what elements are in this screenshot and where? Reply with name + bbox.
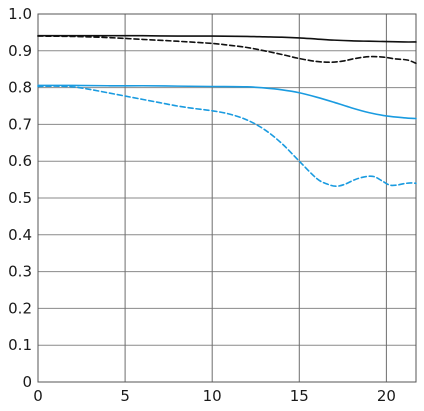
series [37,34,417,188]
y-axis-tick-labels: 0 0.1 0.2 0.3 0.4 0.5 0.6 0.7 0.8 0.9 1.0 [8,5,32,391]
y-tick-label: 0.3 [8,263,32,281]
y-tick-label: 0.2 [8,299,32,317]
y-tick-label: 0.1 [8,336,32,354]
x-tick-label: 0 [33,387,43,405]
y-tick-label: 0.8 [8,79,32,97]
series-line-1 [37,34,417,43]
y-tick-label: 0.7 [8,115,32,133]
y-tick-label: 0.4 [8,226,32,244]
y-tick-label: 0 [22,373,32,391]
y-tick-label: 0.6 [8,152,32,170]
series-line-4 [37,85,417,188]
series-line-3 [37,84,417,120]
x-tick-label: 20 [377,387,396,405]
y-tick-label: 0.5 [8,189,32,207]
plot-frame [37,13,417,383]
series-line-2 [37,35,417,65]
x-axis-tick-labels: 0 5 10 15 20 [33,387,396,405]
x-tick-label: 15 [290,387,309,405]
grid [37,13,416,383]
y-tick-label: 1.0 [8,5,32,23]
x-tick-label: 10 [203,387,222,405]
x-tick-label: 5 [120,387,130,405]
y-tick-label: 0.9 [8,42,32,60]
